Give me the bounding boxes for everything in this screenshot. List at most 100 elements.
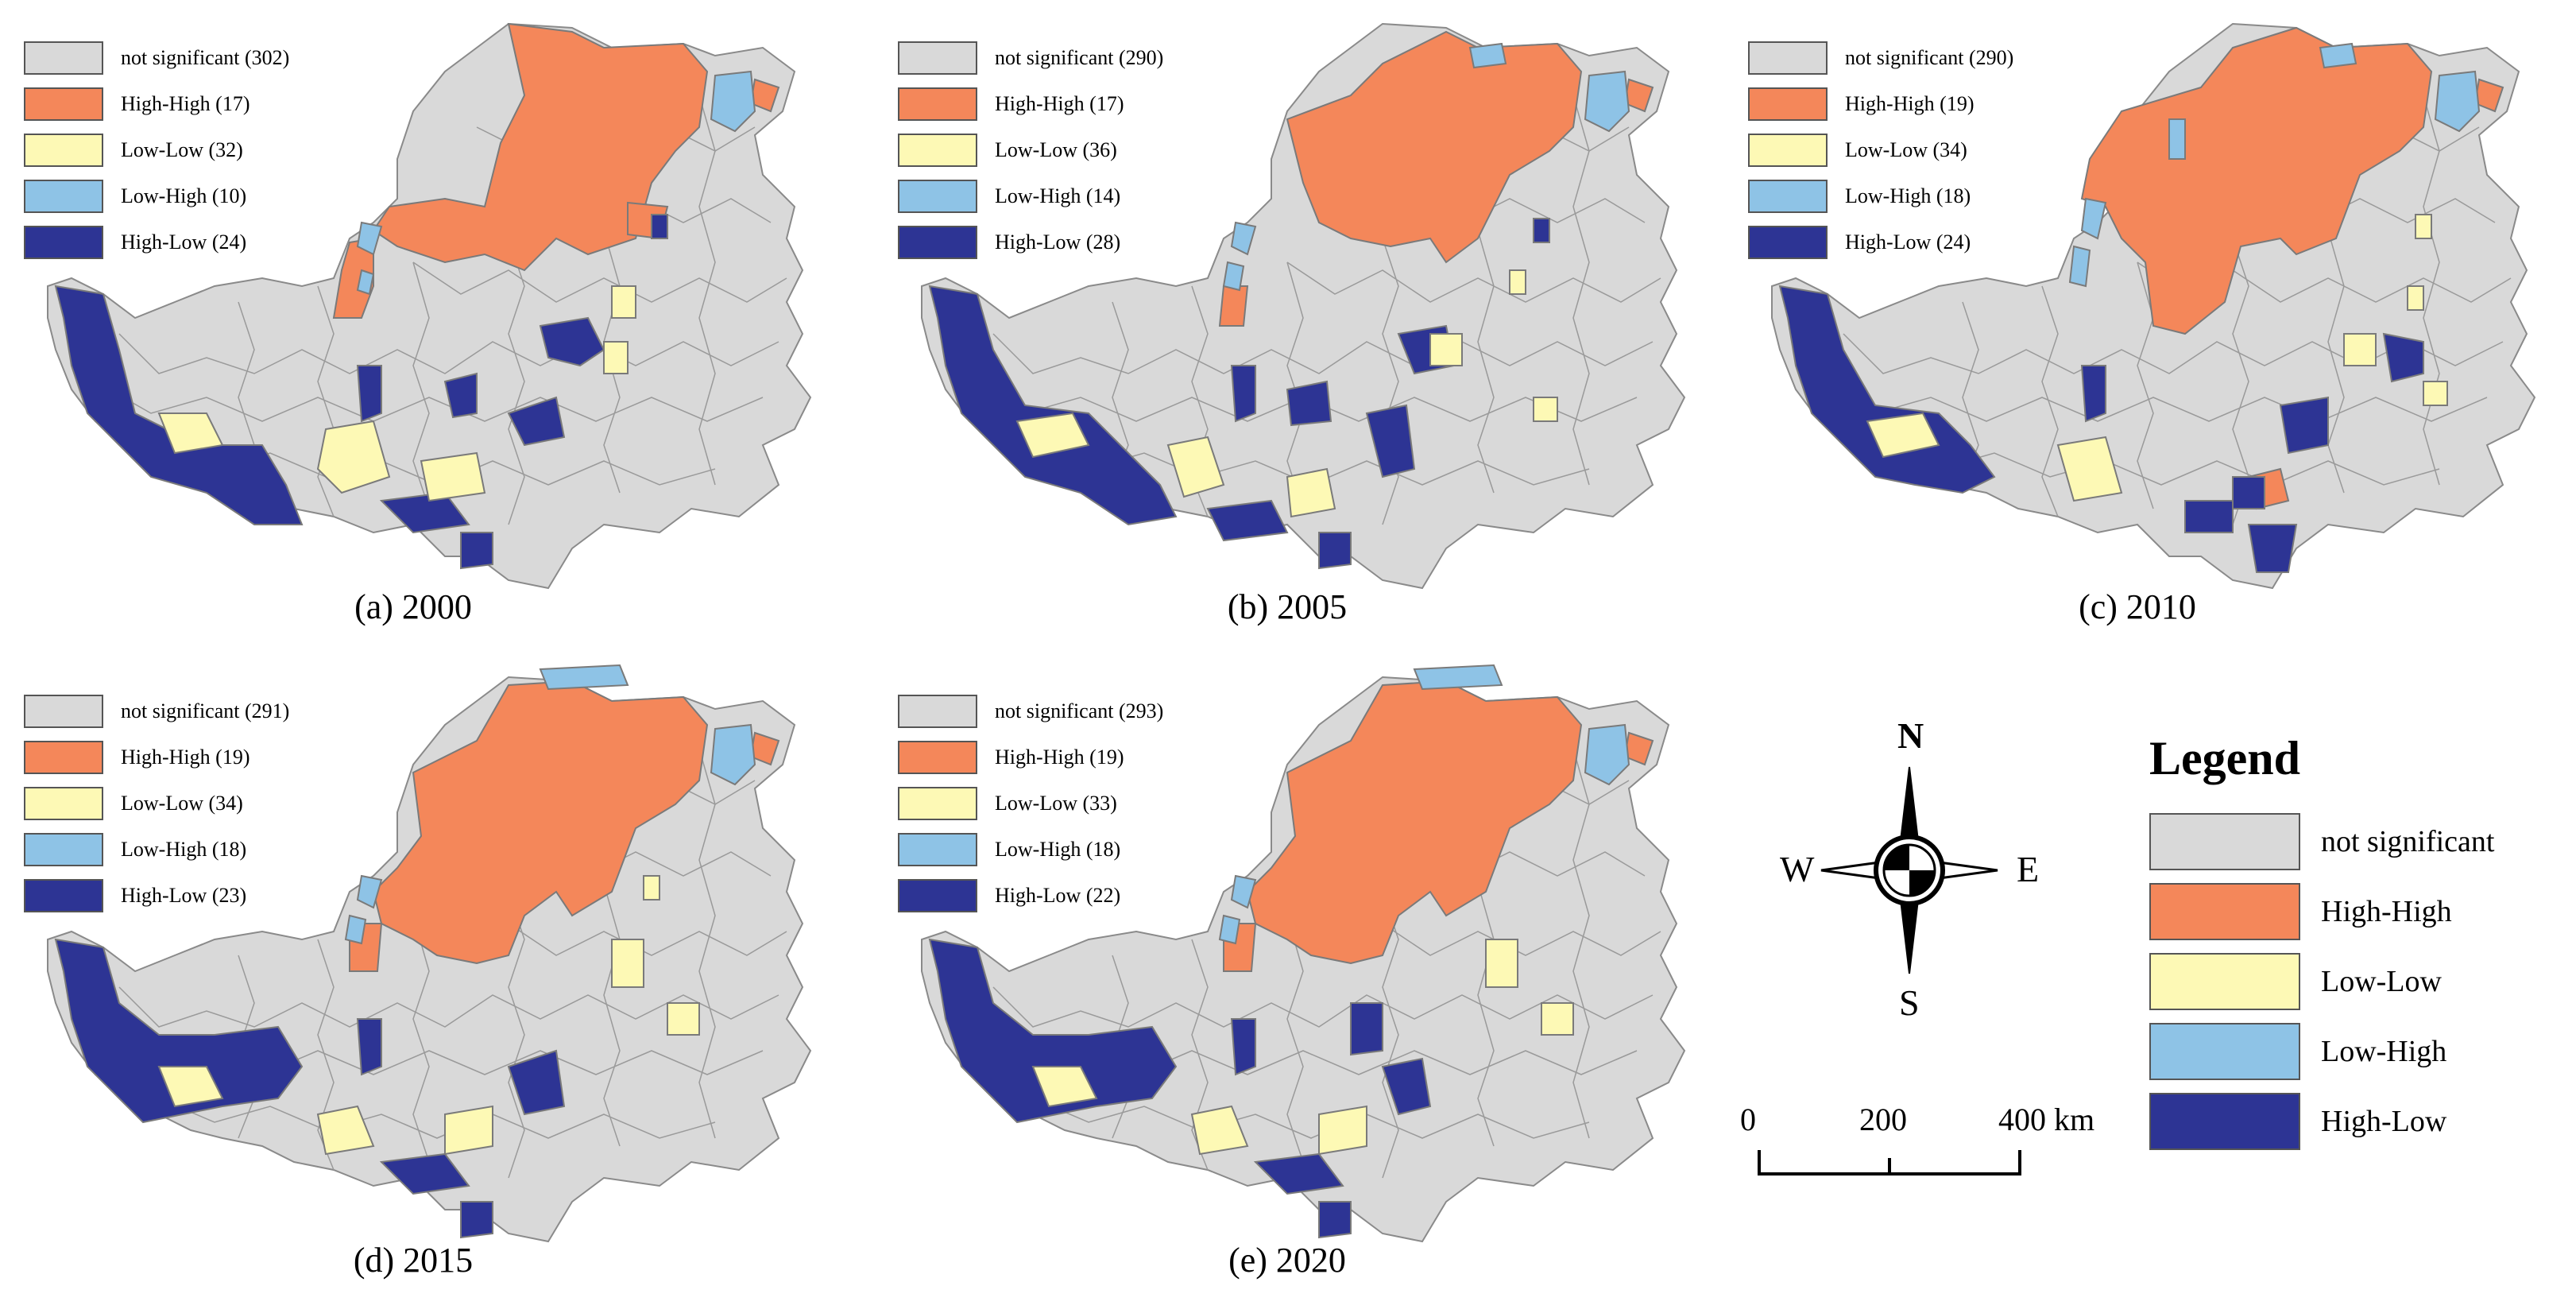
legend-label: High-Low (24) <box>121 230 247 254</box>
legend-row-low-low: Low-Low (33) <box>898 780 1163 827</box>
panel-caption: (c) 2010 <box>2079 587 2196 626</box>
legend-row-not-significant: not significant (293) <box>898 688 1163 734</box>
legend-row-high-low: High-Low (28) <box>898 219 1163 265</box>
legend-label: Low-Low (34) <box>1845 138 1967 161</box>
compass-east-label: E <box>2017 849 2040 889</box>
legend-label: not significant (291) <box>121 699 290 722</box>
compass-south-label: S <box>1899 982 1920 1023</box>
panel-caption: (a) 2000 <box>354 587 472 626</box>
swatch <box>2149 883 2300 940</box>
legend-row-not-significant: not significant (291) <box>24 688 289 734</box>
low-high-cluster <box>2068 42 2481 288</box>
legend-row-high-low: High-Low (23) <box>24 873 289 919</box>
legend-row-low-low: Low-Low (34) <box>24 780 289 827</box>
legend-row-low-low: Low-Low (34) <box>1748 127 2013 173</box>
swatch <box>898 226 977 259</box>
legend-row-not-significant: not significant <box>2149 807 2562 877</box>
swatch <box>898 41 977 75</box>
legend-label: Low-High (18) <box>121 838 247 861</box>
swatch <box>898 87 977 121</box>
legend-row-high-high: High-High (17) <box>898 81 1163 127</box>
low-high-cluster <box>356 70 756 296</box>
legend-label: High-Low <box>2321 1105 2447 1138</box>
map-panel-2005: not significant (290) High-High (17) Low… <box>874 0 1700 628</box>
swatch <box>24 41 103 75</box>
legend-row-high-high: High-High (19) <box>24 734 289 780</box>
legend-row-high-low: High-Low (24) <box>24 219 289 265</box>
legend-row-low-high: Low-High (18) <box>1748 173 2013 219</box>
swatch <box>898 180 977 213</box>
panel-legend: not significant (290) High-High (19) Low… <box>1748 35 2013 265</box>
swatch <box>898 879 977 912</box>
high-high-cluster <box>1218 30 1654 327</box>
legend-label: Low-High (10) <box>121 184 247 207</box>
legend-label: Low-Low (33) <box>995 792 1117 815</box>
legend-row-not-significant: not significant (290) <box>898 35 1163 81</box>
main-legend: Legend not significant High-High Low-Low… <box>2149 731 2562 1156</box>
legend-row-high-low: High-Low <box>2149 1086 2562 1156</box>
swatch <box>2149 1023 2300 1080</box>
swatch <box>24 695 103 728</box>
high-low-cluster <box>1778 285 2424 573</box>
panel-legend: not significant (302) High-High (17) Low… <box>24 35 289 265</box>
legend-row-low-low: Low-Low <box>2149 947 2562 1017</box>
legend-label: High-High (19) <box>1845 92 1975 115</box>
swatch <box>24 741 103 774</box>
swatch <box>2149 813 2300 870</box>
high-low-cluster <box>54 214 668 570</box>
legend-label: High-High (17) <box>121 92 250 115</box>
legend-row-low-high: Low-High (18) <box>898 827 1163 873</box>
region-map <box>47 22 811 589</box>
swatch <box>24 134 103 167</box>
legend-label: Low-High (18) <box>995 838 1121 861</box>
scale-label-0: 0 <box>1740 1102 1756 1137</box>
legend-label: not significant (290) <box>1845 46 2014 69</box>
compass-west-label: W <box>1780 849 1815 889</box>
low-low-cluster <box>1031 939 1574 1156</box>
legend-label: High-High (19) <box>995 746 1124 769</box>
legend-row-high-low: High-Low (24) <box>1748 219 2013 265</box>
legend-label: High-Low (24) <box>1845 230 1971 254</box>
panel-caption: (d) 2015 <box>353 1241 474 1280</box>
swatch <box>24 879 103 912</box>
legend-label: High-High <box>2321 895 2452 928</box>
legend-label: High-Low (28) <box>995 230 1121 254</box>
panel-legend: not significant (290) High-High (17) Low… <box>898 35 1163 265</box>
north-arrow: N S W E <box>1780 715 2042 1037</box>
legend-row-low-high: Low-High (18) <box>24 827 289 873</box>
legend-label: Low-Low (36) <box>995 138 1117 161</box>
low-low-cluster <box>1866 214 2448 502</box>
swatch <box>1748 180 1828 213</box>
region-map <box>1771 23 2535 589</box>
legend-label: not significant (293) <box>995 699 1164 722</box>
legend-row-high-high: High-High (17) <box>24 81 289 127</box>
swatch <box>24 87 103 121</box>
low-low-cluster <box>157 285 636 502</box>
legend-row-high-high: High-High (19) <box>1748 81 2013 127</box>
legend-label: High-Low (22) <box>995 884 1121 907</box>
legend-row-high-low: High-Low (22) <box>898 873 1163 919</box>
legend-label: not significant <box>2321 825 2495 858</box>
low-high-cluster <box>1222 42 1630 292</box>
high-high-cluster <box>1223 680 1654 972</box>
legend-row-low-low: Low-Low (32) <box>24 127 289 173</box>
scale-bar-line <box>1758 1150 2021 1176</box>
panel-caption: (e) 2020 <box>1228 1241 1346 1280</box>
scale-bar: 0 200 400 km <box>1740 1101 2106 1188</box>
legend-row-low-high: Low-High (14) <box>898 173 1163 219</box>
panel-legend: not significant (291) High-High (19) Low… <box>24 688 289 919</box>
legend-label: High-High (19) <box>121 746 250 769</box>
swatch <box>24 226 103 259</box>
legend-label: Low-High (14) <box>995 184 1121 207</box>
region-map <box>921 664 1685 1242</box>
legend-label: Low-Low <box>2321 965 2442 998</box>
high-high-cluster <box>332 22 780 319</box>
legend-label: High-High (17) <box>995 92 1124 115</box>
swatch <box>1748 226 1828 259</box>
swatch <box>898 833 977 866</box>
panel-legend: not significant (293) High-High (19) Low… <box>898 688 1163 919</box>
swatch <box>898 741 977 774</box>
legend-label: Low-High <box>2321 1035 2447 1068</box>
high-low-cluster <box>928 938 1432 1239</box>
legend-row-not-significant: not significant (290) <box>1748 35 2013 81</box>
